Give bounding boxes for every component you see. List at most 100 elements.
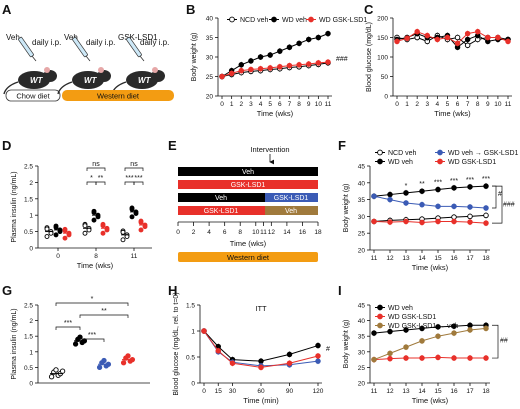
data-point xyxy=(315,34,322,41)
legend-label: NCD veh xyxy=(240,17,269,24)
data-point xyxy=(387,196,393,203)
significance-bracket xyxy=(86,181,97,185)
panel-letter: B xyxy=(186,2,195,17)
data-point xyxy=(377,313,383,320)
western-diet-bar xyxy=(178,252,318,262)
x-tick-label: 9 xyxy=(486,101,490,108)
data-point xyxy=(394,38,400,45)
data-point xyxy=(419,325,425,332)
data-point xyxy=(305,36,312,43)
y-tick-label: 25 xyxy=(358,231,366,238)
x-tick-label: 16 xyxy=(450,255,458,262)
timeline-tick-label: 10 xyxy=(252,229,260,236)
bar-label: Veh xyxy=(242,169,254,176)
significance-bracket xyxy=(124,167,144,171)
x-tick-label: 8 xyxy=(297,101,301,108)
chart-b: B 20 25 30 35 40 0 1 2 3 4 5 6 7 8 9 10 11 Time (wks) Body … xyxy=(186,2,367,118)
data-point xyxy=(387,355,393,362)
y-axis-label: Plasma insulin (ng/mL) xyxy=(11,308,18,379)
data-point xyxy=(483,212,489,219)
y-tick-label: 0.5 xyxy=(186,355,195,362)
significance-bracket xyxy=(86,167,106,171)
bar-label: GSK-LSD1 xyxy=(231,182,266,189)
data-point xyxy=(296,40,302,47)
data-point xyxy=(120,237,126,243)
group-label: Veh xyxy=(6,33,20,42)
data-point xyxy=(435,186,441,193)
x-tick-label: 15 xyxy=(434,255,442,262)
data-point xyxy=(467,213,473,220)
y-axis-label: Blood glucose (mg/dL) xyxy=(366,22,373,92)
diet-label: Chow diet xyxy=(16,92,50,101)
data-point xyxy=(120,229,126,235)
significance-label: *** xyxy=(450,178,458,185)
diet-label: Western diet xyxy=(97,92,140,101)
x-tick-label: 0 xyxy=(56,253,60,260)
significance-label: ## xyxy=(500,337,508,344)
data-point xyxy=(387,219,393,225)
data-point xyxy=(403,190,409,196)
significance-bracket xyxy=(55,326,81,330)
significance-label: *** xyxy=(482,176,490,183)
legend-label: WD veh xyxy=(282,17,307,24)
significance-label: * xyxy=(90,175,93,182)
significance-bracket xyxy=(55,302,129,306)
bar-label: GSK-LSD1 xyxy=(204,208,239,215)
y-tick-label: 2.5 xyxy=(24,303,33,310)
data-point xyxy=(467,355,473,361)
legend-label: WD GSK-LSD1 xyxy=(388,314,436,321)
data-point xyxy=(129,206,135,212)
treatment-label: daily i.p. xyxy=(140,38,169,47)
data-point xyxy=(377,322,383,329)
legend-label: WD veh xyxy=(388,305,413,312)
y-tick-label: 25 xyxy=(358,365,366,372)
x-tick-label: 13 xyxy=(402,388,410,395)
data-point xyxy=(305,61,312,67)
x-tick-label: 15 xyxy=(434,388,442,395)
y-tick-label: 20 xyxy=(358,248,366,255)
mouse-icon xyxy=(3,67,57,95)
x-tick-label: 8 xyxy=(94,253,98,260)
x-tick-label: 18 xyxy=(482,255,490,262)
x-tick-label: 120 xyxy=(313,388,324,395)
bar-label: GSK-LSD1 xyxy=(274,195,309,202)
data-point xyxy=(129,214,135,220)
y-tick-label: 30 xyxy=(358,214,366,221)
y-tick-label: 40 xyxy=(358,180,366,187)
significance-bracket xyxy=(492,185,503,224)
data-point xyxy=(91,217,97,223)
significance-label: *** xyxy=(434,180,442,187)
timeline-tick-label: 6 xyxy=(223,229,227,236)
x-tick-label: 6 xyxy=(278,101,282,108)
significance-label: ### xyxy=(503,201,515,208)
data-point xyxy=(451,203,457,210)
syringe-icon xyxy=(18,36,37,62)
x-tick-label: 9 xyxy=(307,101,311,108)
x-tick-label: 0 xyxy=(220,101,224,108)
data-point xyxy=(100,230,106,236)
data-point xyxy=(53,367,59,373)
series-line xyxy=(221,33,329,77)
x-tick-label: 3 xyxy=(425,101,429,108)
data-point xyxy=(48,374,55,380)
syringe-icon xyxy=(72,36,91,62)
timeline-tick-label: 14 xyxy=(283,229,291,236)
data-point xyxy=(404,35,410,42)
significance-label: # xyxy=(498,191,502,198)
data-point xyxy=(44,234,50,239)
x-tick-label: 14 xyxy=(418,255,426,262)
significance-label: *** xyxy=(125,175,133,182)
data-point xyxy=(454,40,461,47)
y-tick-label: 150 xyxy=(377,35,388,42)
significance-bracket xyxy=(95,181,106,185)
y-tick-label: 50 xyxy=(381,74,389,81)
significance-bracket xyxy=(492,324,499,359)
data-point xyxy=(377,149,383,156)
data-point xyxy=(315,342,321,349)
data-point xyxy=(238,62,245,68)
x-axis-label: Time (wks) xyxy=(412,396,449,405)
bar-label: Veh xyxy=(285,208,297,215)
significance-label: *** xyxy=(466,177,474,184)
x-tick-label: 18 xyxy=(482,388,490,395)
significance-bracket xyxy=(492,185,497,209)
